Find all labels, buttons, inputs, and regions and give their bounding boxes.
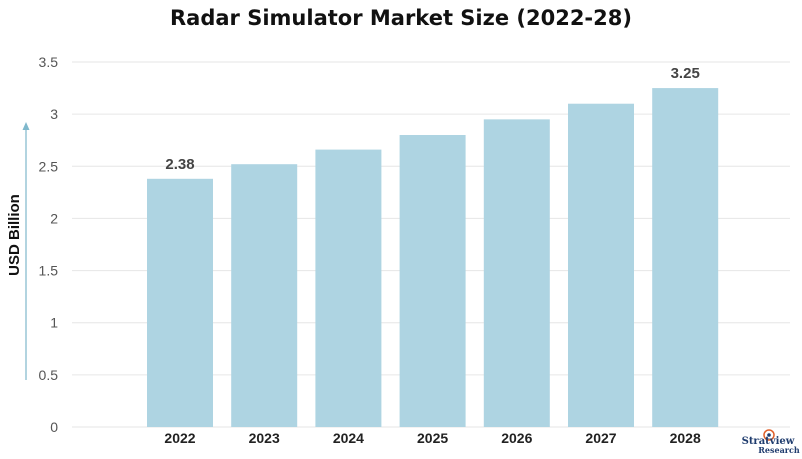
bar-2024 bbox=[315, 149, 382, 427]
y-tick-label: 1 bbox=[50, 315, 58, 331]
y-tick-label: 3 bbox=[50, 106, 58, 122]
y-tick-label: 0.5 bbox=[39, 367, 59, 383]
y-tick-label: 1.5 bbox=[39, 263, 59, 279]
x-tick-label: 2024 bbox=[333, 430, 364, 446]
data-label: 3.25 bbox=[671, 65, 700, 82]
y-axis-label: USD Billion bbox=[6, 194, 23, 276]
bar-2028 bbox=[652, 88, 719, 428]
data-labels: 2.38 3.25 bbox=[165, 65, 699, 173]
bar-2025 bbox=[399, 135, 466, 427]
y-tick-label: 3.5 bbox=[39, 54, 59, 70]
y-axis-arrow bbox=[22, 122, 30, 380]
logo-text-research: Research bbox=[758, 445, 800, 455]
x-tick-label: 2023 bbox=[249, 430, 280, 446]
y-axis-ticks: 0 0.5 1 1.5 2 2.5 3 3.5 bbox=[39, 54, 59, 435]
bar-2022 bbox=[147, 178, 213, 427]
bar-2027 bbox=[568, 103, 634, 427]
x-tick-label: 2022 bbox=[164, 430, 195, 446]
y-tick-label: 0 bbox=[50, 419, 58, 435]
x-tick-label: 2027 bbox=[585, 430, 616, 446]
data-label: 2.38 bbox=[165, 156, 194, 173]
y-tick-label: 2.5 bbox=[39, 158, 59, 174]
stratview-logo: Stratview Research bbox=[742, 429, 800, 455]
bar-2023 bbox=[231, 164, 298, 427]
logo-text-stratview: Stratview bbox=[742, 436, 795, 447]
chart-title: Radar Simulator Market Size (2022-28) bbox=[170, 6, 632, 30]
y-tick-label: 2 bbox=[50, 210, 58, 226]
x-axis-ticks: 2022 2023 2024 2025 2026 2027 2028 bbox=[164, 430, 701, 446]
bars bbox=[147, 88, 719, 428]
x-tick-label: 2026 bbox=[501, 430, 532, 446]
x-tick-label: 2028 bbox=[670, 430, 701, 446]
x-tick-label: 2025 bbox=[417, 430, 448, 446]
bar-2026 bbox=[483, 119, 550, 427]
